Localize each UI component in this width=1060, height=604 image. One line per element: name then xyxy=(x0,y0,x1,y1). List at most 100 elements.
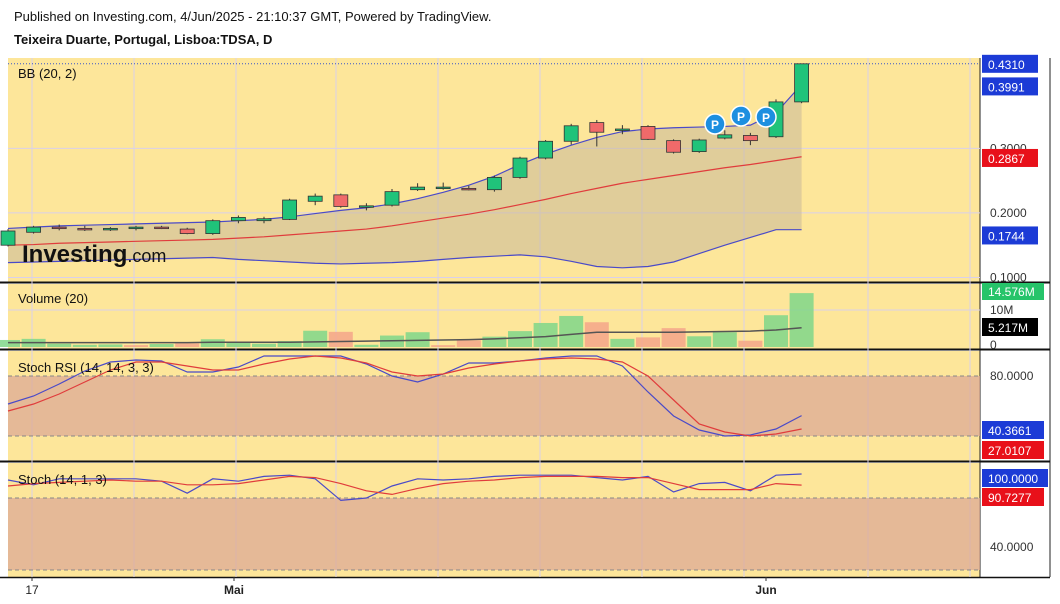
volume-ma-badge: 5.217M xyxy=(988,321,1028,335)
watermark-suffix: .com xyxy=(127,246,166,266)
bb-lower-badge-bg xyxy=(982,226,1038,245)
stoch-d-badge-bg xyxy=(982,488,1044,506)
candle-body xyxy=(26,226,42,233)
bb-lower-badge: 0.1744 xyxy=(988,229,1025,243)
time-tick-label: Jun xyxy=(755,583,776,597)
candle-body xyxy=(205,220,221,234)
volume-bar xyxy=(636,337,660,347)
pane-title-stochrsi: Stoch RSI (14, 14, 3, 3) xyxy=(18,360,154,375)
volume-ma-badge-bg xyxy=(982,318,1038,336)
bb-basis-badge: 0.2867 xyxy=(988,152,1025,166)
dividend-marker-label: P xyxy=(711,118,719,132)
bb-lower-line xyxy=(7,229,802,269)
volume-ma-line xyxy=(8,326,802,344)
volume-bar xyxy=(175,343,200,347)
candle-body xyxy=(794,63,809,103)
volume-bar xyxy=(661,328,686,347)
volume-bar xyxy=(98,344,123,347)
published-caption: Published on Investing.com, 4/Jun/2025 -… xyxy=(14,9,492,24)
candle-body xyxy=(435,186,451,190)
volume-bar xyxy=(252,343,276,347)
candle-body xyxy=(51,226,67,230)
volume-bar xyxy=(72,344,97,347)
volume-bar xyxy=(482,336,507,347)
candle-body xyxy=(538,140,553,159)
candle-body xyxy=(486,177,502,191)
candle-body xyxy=(589,122,605,133)
volume-bar xyxy=(764,315,788,347)
volume-bar xyxy=(687,336,712,347)
candle-body xyxy=(282,199,298,220)
candle-body xyxy=(77,228,93,231)
candle-body xyxy=(615,128,630,131)
candle-body xyxy=(307,195,323,202)
volume-bar xyxy=(559,315,584,347)
last-price-badge: 0.4310 xyxy=(988,58,1025,72)
volume-bar xyxy=(124,345,148,347)
candle-body xyxy=(563,125,579,142)
watermark-brand: Investing xyxy=(22,241,127,268)
pane-title-stoch: Stoch (14, 1, 3) xyxy=(18,472,107,487)
stochrsi-tick-label: 80.0000 xyxy=(990,369,1034,383)
stoch-d-badge: 90.7277 xyxy=(988,491,1032,505)
candle-body xyxy=(461,187,477,191)
volume-bar xyxy=(328,331,353,347)
price-tick-label: 0.1000 xyxy=(990,270,1027,284)
stochrsi-d-badge: 27.0107 xyxy=(988,444,1032,458)
volume-bar xyxy=(277,341,302,347)
pane-title-bb: BB (20, 2) xyxy=(18,66,77,81)
volume-bar xyxy=(226,342,251,347)
stoch-d-line xyxy=(7,475,802,496)
time-tick-label: Mai xyxy=(224,583,244,597)
volume-tick-label: 0 xyxy=(990,338,997,352)
stoch-tick-label: 40.0000 xyxy=(990,540,1034,554)
time-tick-label: 17 xyxy=(25,583,39,597)
candle-body xyxy=(128,226,144,230)
volume-bar xyxy=(610,338,635,347)
volume-bar xyxy=(47,343,72,347)
bb-upper-badge: 0.3991 xyxy=(988,80,1025,94)
volume-bar xyxy=(584,322,609,347)
candle-body xyxy=(410,186,426,191)
bb-upper-badge-bg xyxy=(982,77,1038,96)
candle-body xyxy=(666,140,681,153)
bb-band-fill xyxy=(8,84,802,268)
candle-body xyxy=(384,191,400,206)
investing-watermark: Investing.com xyxy=(22,241,166,268)
volume-tick-label: 10M xyxy=(990,303,1013,317)
candle-body xyxy=(230,217,246,222)
candle-body xyxy=(333,194,349,207)
candle-body xyxy=(154,226,170,230)
volume-bar xyxy=(431,345,456,347)
volume-bar xyxy=(533,322,558,347)
bb-upper-line xyxy=(7,84,803,230)
dividend-marker xyxy=(755,106,777,128)
stochrsi-d-badge-bg xyxy=(982,441,1044,459)
volume-bar xyxy=(712,332,737,347)
dividend-marker xyxy=(730,105,752,127)
volume-bar xyxy=(303,330,328,347)
candle-body xyxy=(103,228,118,231)
volume-last-badge-bg xyxy=(982,283,1044,300)
stochrsi-band xyxy=(8,376,980,436)
candle-body xyxy=(512,157,528,178)
dividend-marker-label: P xyxy=(762,111,770,125)
stoch-k-badge: 100.0000 xyxy=(988,472,1038,486)
dividend-marker-label: P xyxy=(737,110,745,124)
candle-body xyxy=(691,139,707,153)
candle-body xyxy=(640,126,656,140)
bb-basis-badge-bg xyxy=(982,148,1038,167)
last-price-badge-bg xyxy=(982,54,1038,73)
volume-last-badge: 14.576M xyxy=(988,285,1035,299)
volume-bar xyxy=(0,339,20,347)
price-tick-label: 0.2000 xyxy=(990,206,1027,220)
candle-body xyxy=(256,218,272,222)
candle-body xyxy=(743,135,758,142)
stoch-band xyxy=(8,498,980,570)
stochrsi-k-line xyxy=(7,355,802,437)
candle-body xyxy=(0,230,16,246)
volume-bar xyxy=(456,340,481,347)
dividend-marker xyxy=(704,113,726,135)
volume-bar xyxy=(354,344,379,347)
